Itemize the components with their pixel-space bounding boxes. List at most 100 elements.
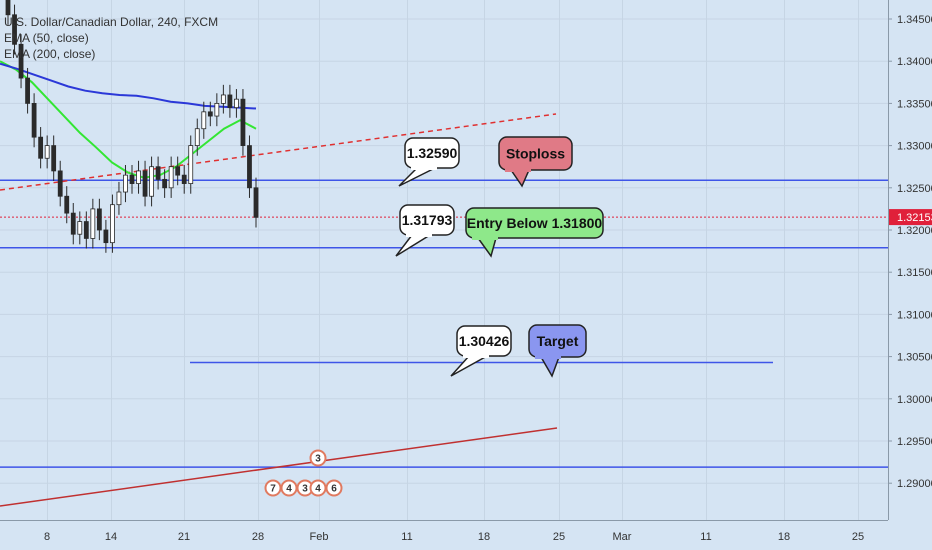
y-tick-label-4: 1.32500 (897, 183, 932, 195)
entry-bubble-box (465, 207, 604, 239)
x-tick-label-1: 14 (105, 531, 117, 543)
event-count-5: 3 (315, 454, 321, 465)
candle-body-7 (51, 145, 57, 172)
candle-body-10 (70, 212, 76, 235)
candle-body-28 (188, 145, 194, 184)
candle-body-8 (57, 170, 63, 197)
entry-bubble-text: Entry Below 1.31800 (467, 215, 603, 231)
candle-body-9 (64, 195, 70, 214)
x-tick-label-7: 25 (553, 531, 565, 543)
y-tick-label-11: 1.29000 (897, 478, 932, 490)
price-axis[interactable]: 1.34500 1.34000 1.33500 1.33000 1.32500 1.320… (888, 14, 932, 490)
candles (5, 0, 259, 253)
candle-body-21 (142, 170, 148, 197)
y-tick-label-9: 1.30000 (897, 394, 932, 406)
candle-body-24 (162, 178, 168, 189)
y-tick-label-7: 1.31000 (897, 309, 932, 321)
candle-body-36 (240, 98, 246, 146)
x-tick-label-2: 21 (178, 531, 190, 543)
candle-body-15 (103, 229, 109, 244)
current-price-label: 1.32153 (897, 212, 932, 224)
stoploss-bubble-box (498, 136, 573, 171)
price-callout-stoploss-pointer (398, 167, 436, 187)
candle-body-33 (220, 94, 226, 104)
resistance-trendline (0, 113, 557, 191)
candle-body-34 (227, 94, 233, 109)
x-tick-label-3: 28 (252, 531, 264, 543)
stoploss-bubble-pointer (509, 169, 531, 188)
price-callout-target-join (463, 353, 489, 358)
candle-body-26 (175, 166, 181, 176)
event-count-1: 4 (286, 484, 292, 495)
event-flag-5 (309, 449, 327, 467)
candle-body-32 (214, 103, 220, 117)
candle-body-23 (155, 166, 161, 180)
candle-body-25 (168, 166, 174, 189)
event-icons[interactable]: 7 4 3 4 63 (264, 449, 343, 497)
event-flag-4 (325, 479, 343, 497)
candle-body-22 (149, 166, 154, 197)
candle-body-19 (129, 174, 135, 184)
x-tick-label-10: 18 (778, 531, 790, 543)
candle-body-14 (96, 208, 102, 231)
x-tick-label-9: 11 (700, 531, 711, 543)
price-callout-target-text: 1.30426 (459, 333, 510, 349)
time-axis-bg (0, 520, 932, 550)
price-callout-stoploss-join (411, 165, 437, 170)
price-callout-stoploss-text: 1.32590 (407, 145, 458, 161)
y-tick-label-6: 1.31500 (897, 267, 932, 279)
candle-body-6 (44, 145, 50, 159)
y-tick-label-3: 1.33000 (897, 141, 932, 153)
candle-body-3 (25, 77, 30, 104)
y-tick-label-0: 1.34500 (897, 14, 932, 26)
candle-body-1 (12, 14, 17, 45)
candle-body-18 (123, 174, 128, 193)
entry-bubble-join (472, 235, 498, 240)
stoploss-bubble-text: Stoploss (506, 146, 565, 162)
event-count-3: 4 (315, 484, 321, 495)
trend-lines[interactable] (0, 113, 558, 507)
target-bubble-text: Target (537, 333, 579, 349)
candle-body-5 (38, 136, 44, 159)
candle-body-37 (247, 145, 252, 189)
stoploss-bubble-join (505, 167, 531, 172)
price-callout-entry-pointer (395, 234, 433, 257)
candle-body-31 (207, 111, 213, 117)
y-tick-label-10: 1.29500 (897, 436, 932, 448)
ema50-line (0, 60, 257, 179)
x-tick-label-4: Feb (310, 531, 329, 543)
current-price-tag (889, 209, 932, 226)
price-callout-entry-join (406, 232, 432, 237)
time-axis[interactable]: 8 14 21 28 Feb 11 18 25 Mar 11 18 25 (44, 531, 864, 543)
ema200-line (0, 62, 257, 110)
y-tick-label-2: 1.33500 (897, 98, 932, 110)
candle-body-4 (31, 103, 37, 138)
candle-body-38 (253, 187, 259, 218)
candle-body-20 (136, 170, 141, 184)
legend-symbol: U.S. Dollar/Canadian Dollar, 240, FXCM (4, 15, 219, 29)
y-tick-label-1: 1.34000 (897, 56, 932, 68)
candle-body-27 (181, 174, 187, 184)
candle-body-2 (18, 43, 24, 79)
ema-lines (0, 60, 257, 179)
callouts[interactable]: 1.32590 1.31793 1.30426 Stoploss Entry Below… (395, 136, 604, 378)
x-tick-label-8: Mar (613, 531, 632, 543)
x-tick-label-11: 25 (852, 531, 864, 543)
y-tick-label-8: 1.30500 (897, 352, 932, 364)
price-callout-target-pointer (450, 355, 490, 377)
event-count-2: 3 (302, 484, 308, 495)
candle-body-29 (194, 128, 200, 147)
candle-body-13 (90, 208, 96, 239)
price-axis-bg (888, 0, 932, 550)
y-tick-label-5: 1.32000 (897, 225, 932, 237)
event-count-0: 7 (270, 484, 276, 495)
candle-body-17 (116, 191, 122, 206)
candle-body-0 (5, 0, 11, 16)
candle-body-12 (83, 221, 89, 239)
support-trendline (0, 427, 558, 507)
x-tick-label-5: 11 (401, 531, 412, 543)
x-tick-label-0: 8 (44, 531, 50, 543)
legend-ema200: EMA (200, close) (4, 47, 96, 61)
